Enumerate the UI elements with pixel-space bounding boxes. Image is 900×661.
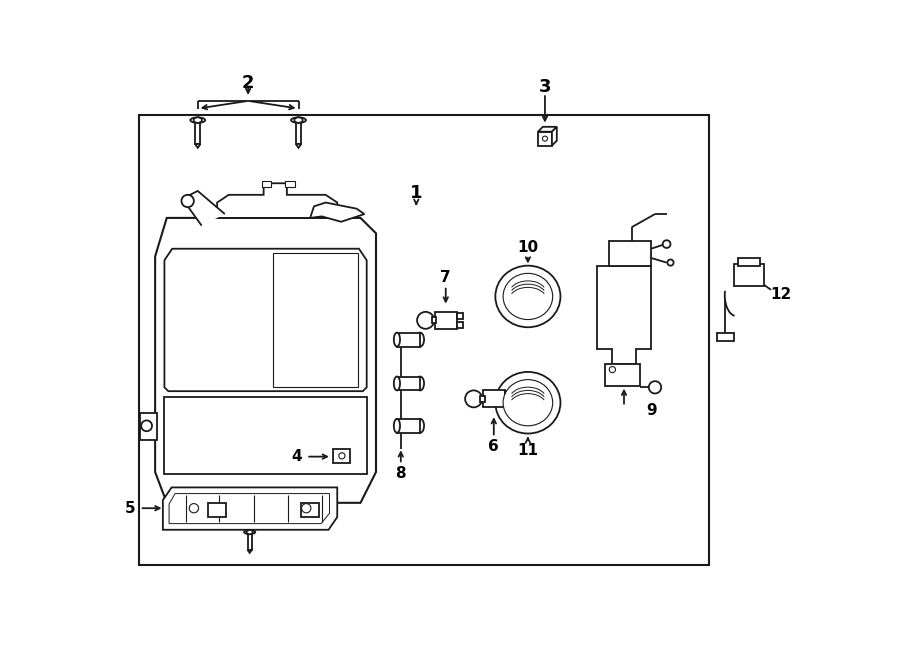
Polygon shape xyxy=(217,183,338,218)
Ellipse shape xyxy=(417,332,424,346)
Ellipse shape xyxy=(495,266,561,327)
Bar xyxy=(738,258,760,266)
Bar xyxy=(483,391,505,407)
Text: 2: 2 xyxy=(242,74,255,92)
Circle shape xyxy=(543,136,547,141)
Bar xyxy=(248,534,252,550)
Bar xyxy=(139,115,709,565)
Text: 5: 5 xyxy=(125,501,136,516)
Text: 3: 3 xyxy=(539,78,551,96)
Polygon shape xyxy=(155,218,376,503)
Bar xyxy=(456,322,463,328)
Polygon shape xyxy=(182,191,225,225)
Bar xyxy=(432,317,436,323)
Bar xyxy=(608,241,651,266)
Text: 6: 6 xyxy=(489,439,500,454)
Bar xyxy=(605,364,640,386)
Bar xyxy=(285,181,294,187)
Bar xyxy=(397,377,420,391)
Circle shape xyxy=(662,240,670,248)
Ellipse shape xyxy=(394,332,400,346)
Bar xyxy=(397,332,420,346)
Ellipse shape xyxy=(190,118,205,123)
Ellipse shape xyxy=(417,419,424,433)
Text: 8: 8 xyxy=(395,466,406,481)
Circle shape xyxy=(668,260,673,266)
Polygon shape xyxy=(194,117,202,123)
Bar xyxy=(717,333,734,341)
Circle shape xyxy=(609,367,616,373)
Ellipse shape xyxy=(503,274,553,319)
Text: 9: 9 xyxy=(646,403,656,418)
Ellipse shape xyxy=(394,377,400,391)
Text: 1: 1 xyxy=(410,184,423,202)
Bar xyxy=(140,412,157,440)
Text: 7: 7 xyxy=(440,270,451,286)
Polygon shape xyxy=(552,127,557,145)
Circle shape xyxy=(182,195,194,207)
Bar xyxy=(505,391,511,397)
Polygon shape xyxy=(165,397,366,475)
Polygon shape xyxy=(247,529,253,534)
Circle shape xyxy=(417,312,434,329)
Ellipse shape xyxy=(291,118,306,123)
Bar xyxy=(456,313,463,319)
Text: 4: 4 xyxy=(291,449,302,464)
Ellipse shape xyxy=(495,372,561,434)
Polygon shape xyxy=(195,144,201,148)
Polygon shape xyxy=(310,202,365,222)
Bar xyxy=(195,122,201,144)
Circle shape xyxy=(141,420,152,431)
Bar xyxy=(333,449,350,463)
Polygon shape xyxy=(165,249,366,391)
Polygon shape xyxy=(296,144,302,148)
Polygon shape xyxy=(208,503,227,517)
Polygon shape xyxy=(163,487,338,529)
Bar xyxy=(480,396,484,402)
Ellipse shape xyxy=(503,379,553,426)
Text: 12: 12 xyxy=(770,288,791,303)
Circle shape xyxy=(302,504,310,513)
Bar xyxy=(262,181,272,187)
Circle shape xyxy=(465,391,482,407)
Circle shape xyxy=(649,381,662,393)
Text: 10: 10 xyxy=(518,240,538,254)
Text: 11: 11 xyxy=(518,443,538,458)
Circle shape xyxy=(338,453,345,459)
Bar xyxy=(296,122,302,144)
Bar xyxy=(538,132,552,145)
Bar xyxy=(505,401,511,407)
Ellipse shape xyxy=(394,419,400,433)
Bar xyxy=(435,312,456,329)
Bar xyxy=(273,253,358,387)
Bar xyxy=(734,264,763,286)
Ellipse shape xyxy=(417,377,424,391)
Polygon shape xyxy=(597,266,651,364)
Polygon shape xyxy=(301,503,320,517)
Bar xyxy=(397,419,420,433)
Polygon shape xyxy=(294,117,302,123)
Polygon shape xyxy=(248,550,252,553)
Ellipse shape xyxy=(244,530,256,534)
Circle shape xyxy=(189,504,199,513)
Polygon shape xyxy=(538,127,557,132)
